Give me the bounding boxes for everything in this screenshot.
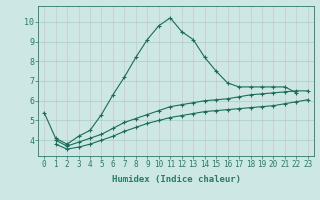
X-axis label: Humidex (Indice chaleur): Humidex (Indice chaleur) — [111, 175, 241, 184]
